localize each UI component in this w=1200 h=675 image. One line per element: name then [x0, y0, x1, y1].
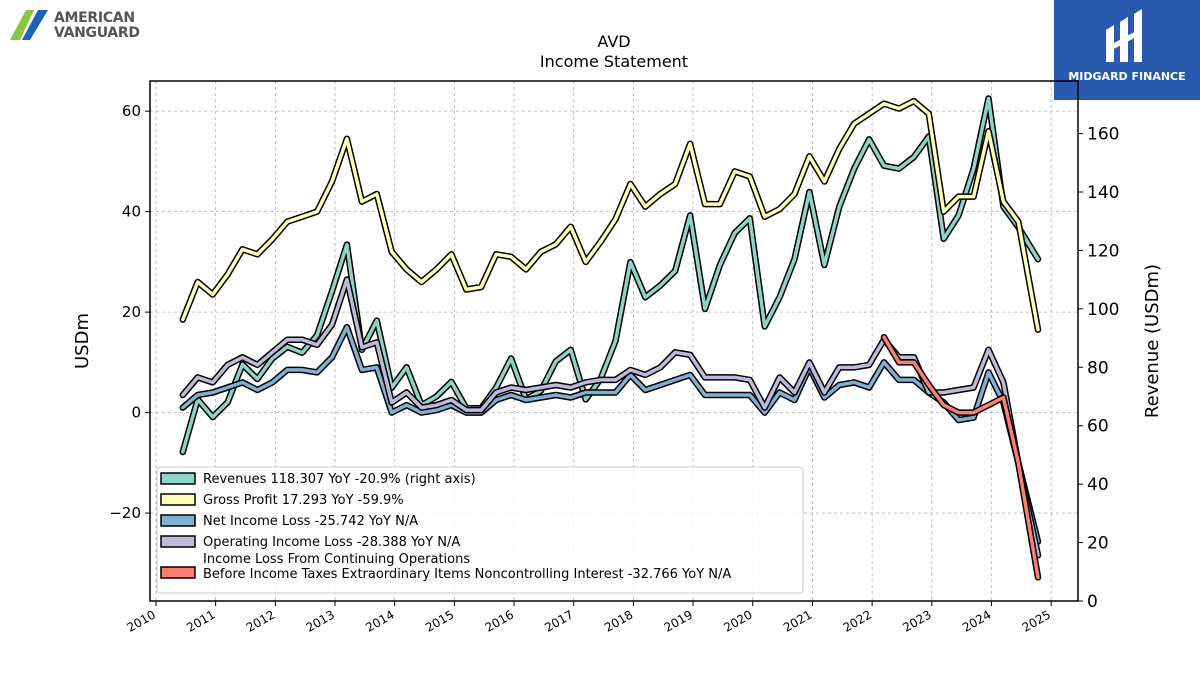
- x-tick-label: 2020: [721, 607, 754, 634]
- y-axis-label-right: Revenue (USDm): [1142, 264, 1163, 418]
- legend-swatch: [160, 566, 196, 579]
- american-vanguard-logo: AMERICAN VANGUARD: [8, 8, 168, 44]
- series-0: [179, 95, 1042, 456]
- midgard-finance-mark-icon: [1106, 9, 1142, 62]
- series-line-outline: [179, 95, 1042, 456]
- x-tick-label: 2022: [841, 607, 874, 634]
- y-tick-label-left: 40: [122, 203, 141, 221]
- x-tick-label: 2016: [483, 607, 516, 634]
- brand-left-line2: VANGUARD: [54, 25, 140, 41]
- x-tick-label: 2025: [1020, 607, 1053, 634]
- y-tick-label-left: −20: [109, 504, 141, 522]
- y-tick-label-left: 20: [122, 303, 141, 321]
- brand-left-line1: AMERICAN: [54, 10, 135, 26]
- series-line: [181, 99, 1040, 332]
- legend-entry: Revenues 118.307 YoY -20.9% (right axis): [203, 472, 476, 487]
- series-line: [181, 96, 1040, 454]
- legend-entry: Operating Income Loss -28.388 YoY N/A: [203, 535, 460, 550]
- legend-entry: Gross Profit 17.293 YoY -59.9%: [203, 493, 404, 508]
- y-tick-label-right: 40: [1087, 475, 1109, 495]
- chart-title: AVD: [597, 32, 630, 51]
- series-line: [181, 325, 1040, 544]
- plot-frame: [149, 80, 1079, 602]
- series-2: [179, 323, 1042, 545]
- x-tick-label: 2014: [363, 607, 396, 634]
- series-4: [880, 333, 1042, 581]
- x-tick-label: 2019: [662, 607, 695, 634]
- series-1: [179, 97, 1042, 333]
- series-layer: [179, 95, 1042, 581]
- legend-box: [156, 466, 804, 594]
- y-axis-label-left: USDm: [72, 313, 93, 369]
- axes: 2010 2011 2012 2013 2014 2015 2016 2017 2018 2019…: [109, 102, 1119, 635]
- x-tick-label: 2023: [900, 607, 933, 634]
- y-tick-label-left: 60: [122, 102, 141, 120]
- x-tick-label: 2010: [125, 607, 158, 634]
- x-tick-label: 2012: [244, 607, 277, 634]
- y-tick-label-right: 120: [1087, 241, 1119, 261]
- y-tick-label-right: 60: [1087, 417, 1109, 437]
- y-tick-label-right: 80: [1087, 358, 1109, 378]
- brand-right-name: MIDGARD FINANCE: [1068, 70, 1186, 83]
- x-tick-label: 2013: [304, 607, 337, 634]
- y-tick-label-right: 160: [1087, 125, 1119, 145]
- x-tick-label: 2017: [542, 607, 575, 634]
- y-tick-label-right: 140: [1087, 183, 1119, 203]
- y-tick-label-left: 0: [131, 404, 141, 422]
- series-line: [882, 335, 1040, 580]
- legend-swatch: [160, 535, 196, 548]
- y-tick-label-right: 100: [1087, 300, 1119, 320]
- legend: Revenues 118.307 YoY -20.9% (right axis)…: [156, 466, 804, 594]
- x-tick-label: 2018: [602, 607, 635, 634]
- x-tick-label: 2024: [960, 607, 993, 634]
- legend-swatch: [160, 472, 196, 485]
- american-vanguard-mark-icon: [10, 10, 48, 40]
- series-line-outline: [880, 333, 1042, 581]
- x-tick-label: 2015: [423, 607, 456, 634]
- y-tick-label-right: 0: [1087, 592, 1098, 612]
- legend-swatch: [160, 493, 196, 506]
- legend-entry: Income Loss From Continuing Operations Be…: [203, 552, 731, 582]
- x-tick-label: 2021: [781, 607, 814, 634]
- y-tick-label-right: 20: [1087, 534, 1109, 554]
- x-tick-label: 2011: [184, 607, 217, 634]
- legend-swatch: [160, 514, 196, 527]
- legend-entry: Net Income Loss -25.742 YoY N/A: [203, 514, 418, 529]
- chart-subtitle: Income Statement: [540, 52, 688, 71]
